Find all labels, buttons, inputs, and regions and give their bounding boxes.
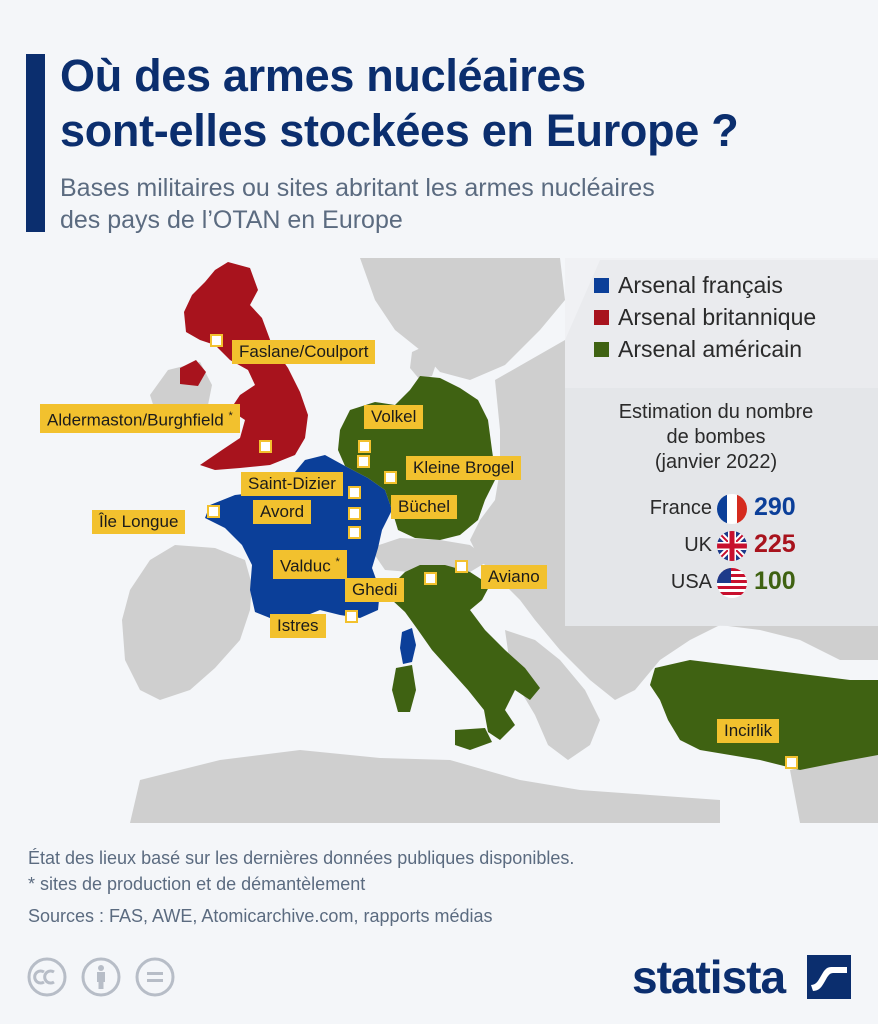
site-label-valduc: Valduc *: [273, 550, 347, 579]
site-label-avord: Avord: [253, 500, 312, 524]
legend-label-usa: Arsenal américain: [618, 336, 803, 362]
legend-item-france: Arsenal français: [594, 272, 783, 299]
legend-swatch-uk: [594, 310, 609, 325]
estimate-country-usa: USA: [670, 571, 712, 593]
estimate-row-usa: USA 100: [580, 565, 852, 599]
footer-note-1: État des lieux basé sur les dernières do…: [28, 848, 575, 868]
site-label-ghedi: Ghedi: [345, 578, 405, 602]
statista-logo-text[interactable]: statista: [632, 951, 786, 1003]
site-label-buchel: Büchel: [391, 495, 457, 519]
no-derivatives-icon[interactable]: [134, 956, 176, 998]
title-accent-bar: [26, 54, 45, 232]
site-label-kleine-brogel: Kleine Brogel: [406, 456, 522, 480]
estimate-country-uk: UK: [684, 534, 712, 556]
legend-label-uk: Arsenal britannique: [618, 304, 817, 330]
site-label-saint-dizier: Saint-Dizier: [241, 472, 343, 496]
production-asterisk: *: [228, 410, 233, 422]
title-line-2: sont-elles stockées en Europe ?: [60, 105, 739, 156]
footer-note-2: * sites de production et de démantèlemen…: [28, 874, 366, 894]
uk-flag-icon: [717, 531, 747, 561]
subtitle-line-2: des pays de l’OTAN en Europe: [60, 206, 403, 234]
site-marker-faslane: [210, 334, 223, 347]
legend-swatch-france: [594, 278, 609, 293]
estimate-title-line-2: de bombes: [666, 426, 766, 448]
legend-panel-bg: [565, 258, 878, 388]
estimate-row-france: France 290: [580, 491, 852, 525]
site-marker-aldermaston: [259, 440, 272, 453]
estimate-row-uk: UK 225: [580, 528, 852, 562]
site-marker-incirlik: [785, 756, 798, 769]
estimate-title-line-3: (janvier 2022): [654, 451, 778, 473]
estimate-value-uk: 225: [754, 530, 796, 558]
footer-sources: Sources : FAS, AWE, Atomicarchive.com, r…: [28, 906, 493, 926]
site-label-incirlik: Incirlik: [717, 719, 780, 743]
attribution-icon[interactable]: [80, 956, 122, 998]
uk-territory: [180, 262, 308, 470]
estimate-value-france: 290: [754, 493, 796, 521]
site-label-valduc-text: Valduc: [280, 556, 331, 576]
site-label-aldermaston: Aldermaston/Burghfield *: [40, 404, 240, 433]
site-label-ile-longue: Île Longue: [92, 510, 186, 534]
site-marker-istres: [345, 610, 358, 623]
page-title: Où des armes nucléaires sont-elles stock…: [60, 48, 739, 158]
site-marker-ghedi: [424, 572, 437, 585]
site-marker-aviano: [455, 560, 468, 573]
site-label-aldermaston-text: Aldermaston/Burghfield: [47, 410, 224, 430]
statista-logo-icon: [807, 955, 851, 999]
title-line-1: Où des armes nucléaires: [60, 50, 586, 101]
usa-flag-icon: [717, 568, 747, 598]
legend-swatch-usa: [594, 342, 609, 357]
site-marker-valduc-upper: [348, 526, 361, 539]
site-label-faslane: Faslane/Coulport: [232, 340, 376, 364]
site-marker-ile-longue: [207, 505, 220, 518]
site-marker-volkel: [358, 440, 371, 453]
estimate-value-usa: 100: [754, 567, 796, 595]
creative-commons-icon[interactable]: [26, 956, 68, 998]
site-marker-buchel: [384, 471, 397, 484]
site-label-istres: Istres: [270, 614, 326, 638]
page-subtitle: Bases militaires ou sites abritant les a…: [60, 172, 655, 236]
estimate-title-line-1: Estimation du nombre: [618, 401, 814, 423]
legend-label-france: Arsenal français: [618, 272, 783, 298]
site-label-volkel: Volkel: [364, 405, 424, 429]
france-flag-icon: [717, 494, 747, 524]
site-label-aviano: Aviano: [481, 565, 547, 589]
legend-item-uk: Arsenal britannique: [594, 304, 816, 331]
subtitle-line-1: Bases militaires ou sites abritant les a…: [60, 174, 655, 202]
legend-item-usa: Arsenal américain: [594, 336, 802, 363]
site-marker-kleine-brogel: [357, 455, 370, 468]
production-asterisk: *: [335, 556, 340, 568]
estimate-title: Estimation du nombre de bombes (janvier …: [580, 400, 852, 475]
site-marker-avord: [348, 507, 361, 520]
estimate-country-france: France: [649, 497, 712, 519]
site-marker-saint-dizier: [348, 486, 361, 499]
